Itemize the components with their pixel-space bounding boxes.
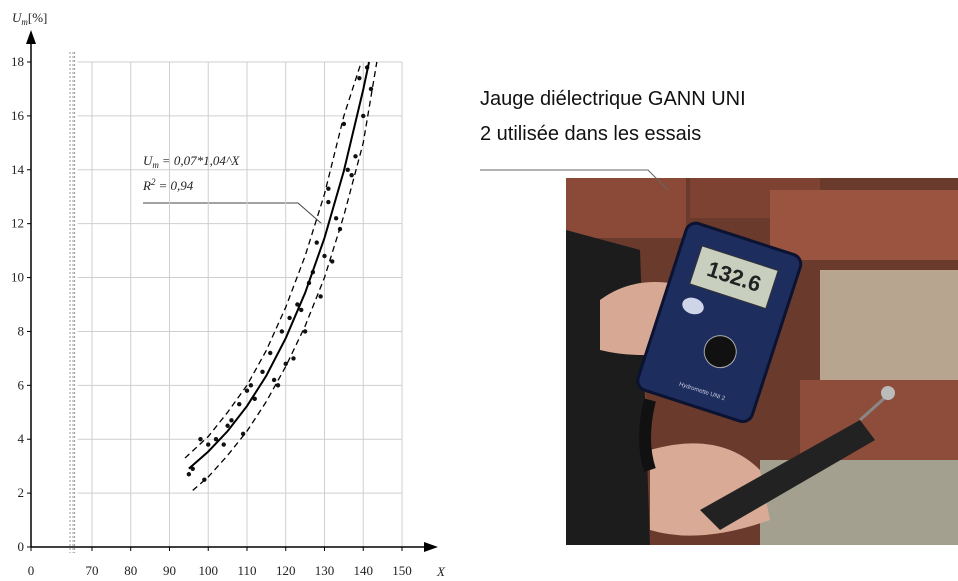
- y-tick-label: 14: [11, 162, 25, 177]
- point: [361, 113, 366, 119]
- caption: 2 utilisée dans les essais: [480, 123, 701, 145]
- x-axis-label: X: [436, 564, 446, 579]
- point: [353, 154, 358, 159]
- y-tick-label: 10: [11, 270, 24, 285]
- point: [349, 172, 354, 178]
- point: [345, 167, 350, 172]
- x-tick-label: 70: [85, 563, 98, 578]
- x-axis-arrow: [424, 542, 438, 552]
- y-tick-label: 16: [11, 108, 25, 123]
- y-tick-label: 6: [18, 377, 25, 392]
- point: [206, 442, 211, 447]
- caption: Jauge diélectrique GANN UNI: [480, 88, 746, 110]
- x-tick-label: 0: [28, 563, 35, 578]
- x-tick-label: 130: [315, 563, 335, 578]
- point: [341, 121, 347, 127]
- y-tick-label: 2: [18, 485, 25, 500]
- x-tick-label: 110: [237, 563, 256, 578]
- y-tick-label: 8: [18, 323, 25, 338]
- confidence-line: [192, 61, 378, 491]
- x-tick-label: 150: [392, 563, 412, 578]
- point: [213, 437, 219, 442]
- y-tick-label: 4: [18, 431, 25, 446]
- y-tick-label: 12: [11, 216, 24, 231]
- point: [333, 216, 339, 221]
- y-axis-label: Um[%]: [12, 10, 47, 27]
- point: [326, 186, 331, 191]
- point: [291, 356, 296, 361]
- point: [275, 383, 281, 388]
- x-tick-label: 90: [163, 563, 176, 578]
- y-tick-label: 0: [18, 539, 25, 554]
- point: [295, 302, 300, 307]
- point: [357, 75, 362, 81]
- point: [271, 377, 277, 383]
- x-tick-label: 100: [198, 563, 218, 578]
- fit-line: [188, 61, 371, 470]
- point: [190, 466, 195, 472]
- equation: Um = 0,07*1,04^X: [143, 153, 240, 170]
- photo: 132.6 Hydromette UNI 2: [566, 178, 958, 545]
- point: [248, 383, 254, 388]
- caption-leader: [480, 169, 669, 191]
- point: [186, 472, 192, 477]
- point: [252, 396, 257, 402]
- point: [322, 253, 327, 259]
- y-tick-label: 18: [11, 54, 24, 69]
- point: [283, 361, 288, 366]
- point: [198, 437, 203, 442]
- point: [279, 329, 285, 334]
- point: [225, 423, 230, 428]
- x-tick-label: 120: [276, 563, 296, 578]
- point: [318, 294, 323, 299]
- point: [268, 350, 273, 356]
- x-tick-label: 140: [353, 563, 373, 578]
- point: [368, 86, 374, 92]
- point: [244, 388, 250, 393]
- point: [260, 369, 265, 375]
- point: [287, 315, 292, 321]
- point: [221, 442, 226, 447]
- point: [237, 401, 242, 407]
- y-axis-arrow: [26, 30, 36, 44]
- point: [302, 329, 308, 334]
- confidence-line: [184, 61, 362, 459]
- r-squared: R2 = 0,94: [142, 177, 194, 193]
- point: [314, 240, 319, 245]
- point: [326, 199, 331, 205]
- point: [299, 307, 304, 313]
- point: [229, 418, 234, 423]
- x-tick-label: 80: [124, 563, 137, 578]
- annotation-leader: [143, 202, 323, 225]
- point: [330, 259, 335, 264]
